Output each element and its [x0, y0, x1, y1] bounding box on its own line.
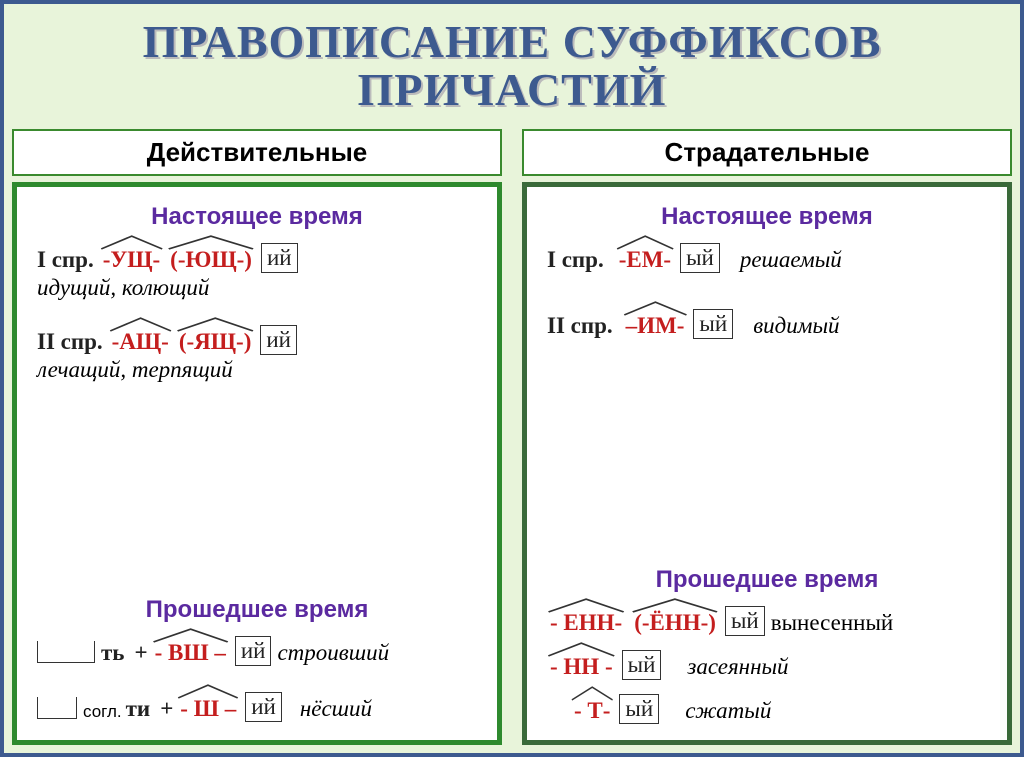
example: строивший: [277, 640, 389, 666]
suffix-roof: (-ЁНН-): [631, 610, 719, 636]
ending-box: ый: [725, 606, 765, 636]
ending-box: ий: [245, 692, 282, 722]
main-title: ПРАВОПИСАНИЕ СУФФИКСОВ ПРИЧАСТИЙ: [12, 18, 1012, 115]
infinitive-end: ть: [101, 640, 124, 666]
suffix: -УЩ-: [103, 247, 160, 272]
suffix: - Т-: [574, 698, 610, 723]
prefix-label: согл.: [83, 702, 122, 722]
left-past-row-2: согл. ти + - Ш – ий нёсший: [37, 692, 477, 722]
left-past-title: Прошедшее время: [37, 596, 477, 624]
spr-label: II спр.: [547, 313, 613, 339]
suffix-roof: (-ЯЩ-): [176, 329, 255, 355]
suffix: (-ЁНН-): [634, 610, 716, 635]
right-past-row-3: - Т- ый сжатый: [547, 694, 987, 724]
suffix-roof: - ЕНН-: [547, 610, 625, 636]
plus: +: [134, 640, 147, 666]
suffix-roof: - ВШ –: [152, 640, 229, 666]
right-past-row-2: - НН - ый засеянный: [547, 650, 987, 680]
poster-root: ПРАВОПИСАНИЕ СУФФИКСОВ ПРИЧАСТИЙ Действи…: [0, 0, 1024, 757]
right-present-row-1: I спр. -ЕМ- ый решаемый: [547, 243, 987, 273]
suffix: - Ш –: [180, 696, 236, 721]
right-past-title: Прошедшее время: [547, 566, 987, 594]
suffix: –ИМ-: [626, 313, 685, 338]
spr-label: II спр.: [37, 329, 103, 355]
right-present-title: Настоящее время: [547, 203, 987, 231]
example: видимый: [753, 313, 839, 339]
ending-box: ый: [619, 694, 659, 724]
col-passive: Настоящее время I спр. -ЕМ- ый решаемый …: [522, 182, 1012, 745]
ending-box: ый: [693, 309, 733, 339]
ending-box: ий: [261, 243, 298, 273]
ending-box: ый: [622, 650, 662, 680]
infinitive-box-icon: [37, 641, 95, 663]
column-headers: Действительные Страдательные: [12, 129, 1012, 176]
suffix: - НН -: [550, 654, 613, 679]
suffix-roof: - Т-: [571, 698, 613, 724]
ending-box: ий: [260, 325, 297, 355]
infinitive-box-icon: [37, 697, 77, 719]
example: лечащий, терпящий: [37, 357, 477, 383]
example: засеянный: [687, 654, 788, 680]
example: идущий, колющий: [37, 275, 477, 301]
left-present-title: Настоящее время: [37, 203, 477, 231]
suffix: - ЕНН-: [550, 610, 622, 635]
suffix: - ВШ –: [155, 640, 226, 665]
left-past-row-1: ть + - ВШ – ий строивший: [37, 636, 477, 666]
suffix-roof: -ЕМ-: [616, 247, 674, 273]
ending-box: ый: [680, 243, 720, 273]
suffix-roof: - НН -: [547, 654, 616, 680]
example: нёсший: [300, 696, 372, 722]
suffix-roof: -АЩ-: [109, 329, 172, 355]
header-right: Страдательные: [522, 129, 1012, 176]
columns: Настоящее время I спр. -УЩ- (-ЮЩ-) ий: [12, 182, 1012, 745]
plus: +: [160, 696, 173, 722]
header-left: Действительные: [12, 129, 502, 176]
spr-label: I спр.: [547, 247, 604, 273]
ending-box: ий: [235, 636, 272, 666]
title-line1: ПРАВОПИСАНИЕ СУФФИКСОВ: [12, 18, 1012, 66]
suffix: -АЩ-: [112, 329, 169, 354]
left-present-row-2: II спр. -АЩ- (-ЯЩ-) ий лечащий, терпящий: [37, 325, 477, 383]
suffix-roof: (-ЮЩ-): [167, 247, 255, 273]
spr-label: I спр.: [37, 247, 94, 273]
suffix-roof: –ИМ-: [623, 313, 688, 339]
title-line2: ПРИЧАСТИЙ: [12, 66, 1012, 114]
example: вынесенный: [771, 610, 893, 636]
col-active: Настоящее время I спр. -УЩ- (-ЮЩ-) ий: [12, 182, 502, 745]
example: сжатый: [685, 698, 771, 724]
suffix-roof: -УЩ-: [100, 247, 163, 273]
suffix: -ЕМ-: [619, 247, 671, 272]
infinitive-end: ти: [126, 696, 151, 722]
suffix: (-ЯЩ-): [179, 329, 252, 354]
left-present-row-1: I спр. -УЩ- (-ЮЩ-) ий идущий, колющий: [37, 243, 477, 301]
right-present-row-2: II спр. –ИМ- ый видимый: [547, 309, 987, 339]
example: решаемый: [740, 247, 842, 273]
suffix: (-ЮЩ-): [170, 247, 252, 272]
right-past-row-1: - ЕНН- (-ЁНН-) ый вынесенный: [547, 606, 987, 636]
suffix-roof: - Ш –: [177, 696, 239, 722]
